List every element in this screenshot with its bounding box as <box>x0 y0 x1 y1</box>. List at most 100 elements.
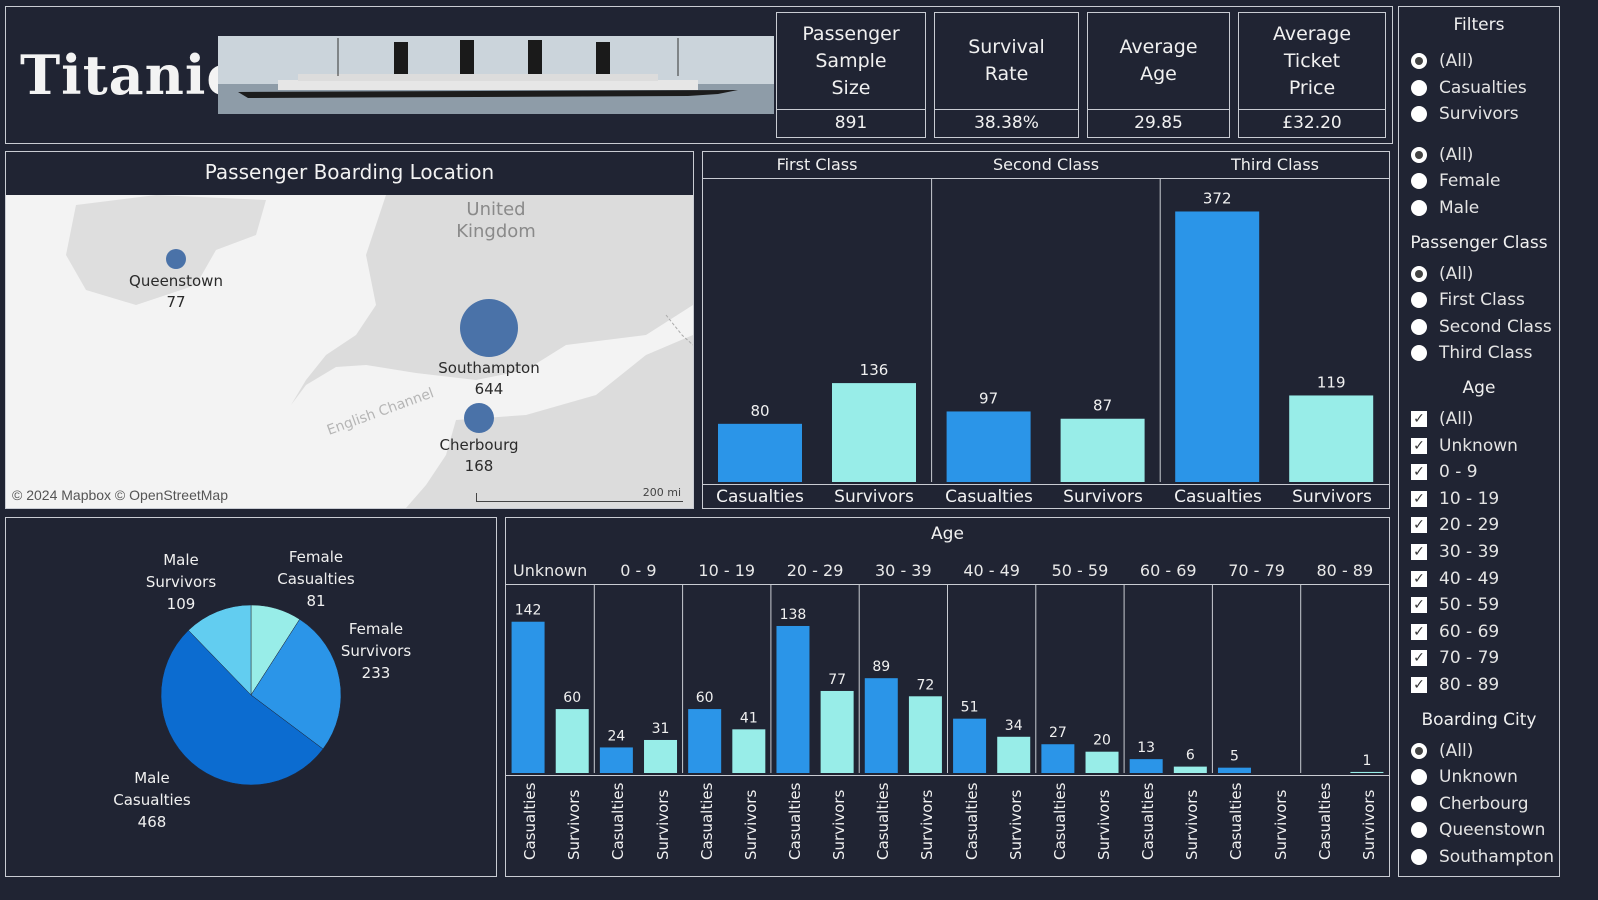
map-attribution[interactable]: © 2024 Mapbox © OpenStreetMap <box>12 487 228 503</box>
filter-class-option[interactable]: First Class <box>1411 288 1525 312</box>
age-bar-casualties[interactable] <box>776 625 810 773</box>
checkbox-icon[interactable]: ✓ <box>1411 517 1427 534</box>
age-bar-value-label: 13 <box>1137 740 1155 756</box>
filter-age-option[interactable]: ✓ (All) <box>1411 407 1473 431</box>
filter-age-option[interactable]: ✓ 80 - 89 <box>1411 673 1499 697</box>
age-group-label: 70 - 79 <box>1228 561 1285 580</box>
filter-age-option[interactable]: ✓ 50 - 59 <box>1411 593 1499 617</box>
pie-chart-svg <box>160 604 342 786</box>
filter-city-option[interactable]: Queenstown <box>1411 818 1545 842</box>
checkbox-icon[interactable]: ✓ <box>1411 570 1427 587</box>
age-bar-casualties[interactable] <box>688 709 722 773</box>
filter-option-label: First Class <box>1439 290 1525 311</box>
age-bar-casualties[interactable] <box>864 678 898 773</box>
checkbox-icon[interactable]: ✓ <box>1411 597 1427 614</box>
class-cat-label: Casualties <box>716 487 804 507</box>
radio-icon[interactable] <box>1411 742 1427 759</box>
radio-icon[interactable] <box>1411 849 1427 865</box>
checkbox-icon[interactable]: ✓ <box>1411 677 1427 693</box>
filter-age-option[interactable]: ✓ 30 - 39 <box>1411 540 1499 564</box>
age-bar-casualties[interactable] <box>1129 759 1163 773</box>
filter-age-option[interactable]: ✓ 20 - 29 <box>1411 513 1499 537</box>
age-bar-survivors[interactable] <box>997 736 1031 773</box>
age-category-label: Survivors <box>741 789 760 860</box>
age-bar-value-label: 60 <box>563 690 581 706</box>
checkbox-icon[interactable]: ✓ <box>1411 623 1427 640</box>
age-bar-casualties[interactable] <box>1217 767 1251 773</box>
pie-slice-male-survivors[interactable] <box>188 604 252 696</box>
radio-icon[interactable] <box>1411 265 1427 282</box>
radio-icon[interactable] <box>1411 769 1427 786</box>
radio-icon[interactable] <box>1411 318 1427 335</box>
filter-status-option[interactable]: (All) <box>1411 49 1473 73</box>
pie-label-value: 468 <box>137 813 167 831</box>
age-category-label: Casualties <box>874 782 893 860</box>
radio-icon[interactable] <box>1411 79 1427 96</box>
checkbox-icon[interactable]: ✓ <box>1411 411 1427 427</box>
age-bar-survivors[interactable] <box>644 739 678 773</box>
class-bar-survivors[interactable] <box>1060 418 1145 482</box>
age-bar-survivors[interactable] <box>1085 751 1119 773</box>
age-bar-casualties[interactable] <box>1041 744 1075 773</box>
radio-icon[interactable] <box>1411 146 1427 163</box>
class-bar-survivors[interactable] <box>832 383 916 482</box>
radio-icon[interactable] <box>1411 822 1427 839</box>
filter-age-option[interactable]: ✓ 0 - 9 <box>1411 460 1478 484</box>
age-bar-casualties[interactable] <box>953 718 987 773</box>
filter-gender-option[interactable]: (All) <box>1411 143 1473 167</box>
filter-age-option[interactable]: ✓ 60 - 69 <box>1411 620 1499 644</box>
age-bar-survivors[interactable] <box>1350 771 1384 773</box>
filter-status-option[interactable]: Casualties <box>1411 76 1527 100</box>
checkbox-icon[interactable]: ✓ <box>1411 490 1427 507</box>
age-bar-survivors[interactable] <box>908 696 942 773</box>
filter-gender-option[interactable]: Female <box>1411 169 1500 193</box>
filter-class-option[interactable]: Third Class <box>1411 341 1533 365</box>
age-category-label: Casualties <box>697 782 716 860</box>
filter-title-city: Boarding City <box>1421 709 1537 730</box>
filter-status-option[interactable]: Survivors <box>1411 102 1519 126</box>
radio-icon[interactable] <box>1411 200 1427 216</box>
age-bar-survivors[interactable] <box>820 690 854 773</box>
filter-age-option[interactable]: ✓ 70 - 79 <box>1411 646 1499 670</box>
class-bar-survivors[interactable] <box>1289 395 1374 482</box>
filter-city-option[interactable]: Unknown <box>1411 765 1518 789</box>
radio-icon[interactable] <box>1411 795 1427 812</box>
age-group-label: 50 - 59 <box>1051 561 1109 580</box>
class-bar-casualties[interactable] <box>1175 211 1260 482</box>
class-cat-label: Casualties <box>945 487 1033 507</box>
filter-gender-option[interactable]: Male <box>1411 196 1479 220</box>
filter-city-option[interactable]: Cherbourg <box>1411 792 1529 816</box>
age-bar-survivors[interactable] <box>1173 766 1207 773</box>
class-bar-casualties[interactable] <box>718 423 802 482</box>
filter-age-option[interactable]: ✓ Unknown <box>1411 434 1518 458</box>
filter-city-option[interactable]: Southampton <box>1411 845 1554 869</box>
checkbox-icon[interactable]: ✓ <box>1411 437 1427 454</box>
radio-icon[interactable] <box>1411 106 1427 123</box>
filter-class-option[interactable]: (All) <box>1411 262 1473 286</box>
filter-class-option[interactable]: Second Class <box>1411 315 1552 339</box>
radio-icon[interactable] <box>1411 173 1427 190</box>
filter-city-option[interactable]: (All) <box>1411 739 1473 763</box>
class-bar-casualties[interactable] <box>946 411 1031 482</box>
age-bar-survivors[interactable] <box>555 709 589 773</box>
filter-age-option[interactable]: ✓ 40 - 49 <box>1411 567 1499 591</box>
radio-icon[interactable] <box>1411 53 1427 69</box>
age-bar-casualties[interactable] <box>599 747 633 773</box>
age-bar-casualties[interactable] <box>511 621 545 773</box>
filter-age-option[interactable]: ✓ 10 - 19 <box>1411 487 1499 511</box>
pie-slice-male-casualties[interactable] <box>160 629 324 786</box>
age-bar-survivors[interactable] <box>732 729 766 773</box>
checkbox-icon[interactable]: ✓ <box>1411 544 1427 560</box>
kpi-title: Passenger Sample Size <box>802 22 900 99</box>
checkbox-icon[interactable]: ✓ <box>1411 464 1427 481</box>
radio-icon[interactable] <box>1411 345 1427 362</box>
age-group-label: 40 - 49 <box>963 561 1020 580</box>
filter-option-label: Second Class <box>1439 316 1552 337</box>
pie-slice-female-survivors[interactable] <box>250 618 342 750</box>
map-canvas[interactable]: English Channel United Kingdom Queenstow… <box>6 195 693 508</box>
radio-icon[interactable] <box>1411 292 1427 309</box>
class-bar-value-label: 372 <box>1203 189 1232 207</box>
checkbox-icon[interactable]: ✓ <box>1411 650 1427 667</box>
city-label-southampton: Southampton 644 <box>419 358 559 400</box>
age-group-label: 30 - 39 <box>875 561 932 580</box>
